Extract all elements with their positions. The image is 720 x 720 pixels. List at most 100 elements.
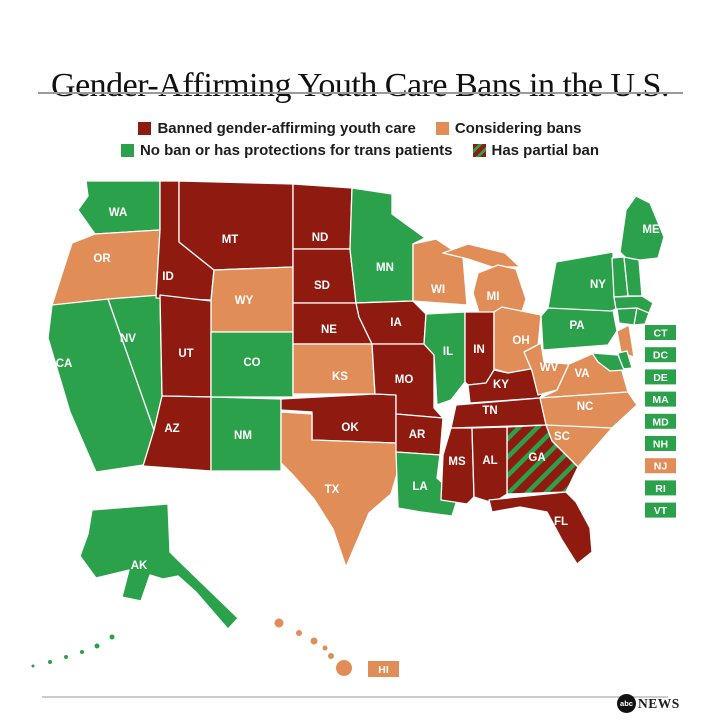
side-list-box-nj <box>645 458 676 474</box>
state-ak-island <box>64 655 68 659</box>
legend: Banned gender-affirming youth care Consi… <box>0 117 720 161</box>
banned-swatch-icon <box>138 121 152 135</box>
side-list-box-md <box>645 413 676 429</box>
state-label-mn: MN <box>376 262 394 274</box>
legend-item-banned: Banned gender-affirming youth care <box>138 121 416 136</box>
state-label-az: AZ <box>164 423 179 435</box>
state-hi-island <box>322 645 328 651</box>
state-mi <box>472 264 527 319</box>
side-list-label-vt: VT <box>654 505 668 517</box>
state-label-ky: KY <box>493 379 509 391</box>
legend-label: Has partial ban <box>491 141 600 159</box>
state-label-la: LA <box>412 481 427 493</box>
news-wordmark: NEWS <box>638 695 680 711</box>
state-sd <box>292 248 357 304</box>
state-label-co: CO <box>243 357 260 369</box>
side-list-box-ri <box>645 480 676 496</box>
state-label-id: ID <box>162 271 174 283</box>
state-ut <box>159 294 212 398</box>
side-list-label-ma: MA <box>652 394 669 406</box>
state-label-me: ME <box>642 224 660 236</box>
state-label-ca: CA <box>56 358 73 370</box>
side-list-box-vt <box>645 502 676 518</box>
state-label-ne: NE <box>321 324 337 336</box>
state-label-ar: AR <box>409 429 426 441</box>
state-label-ia: IA <box>390 317 402 329</box>
considering-swatch-icon <box>435 121 449 135</box>
state-label-tx: TX <box>325 484 340 496</box>
state-label-ok: OK <box>341 422 359 434</box>
state-label-nc: NC <box>577 401 594 413</box>
state-label-tn: TN <box>482 405 497 417</box>
state-label-mt: MT <box>222 234 239 246</box>
state-label-mo: MO <box>395 374 414 386</box>
state-label-sd: SD <box>314 280 330 292</box>
states-group <box>31 180 665 677</box>
state-ak-island <box>94 643 100 649</box>
state-nj <box>616 324 635 358</box>
title-underline <box>38 92 683 94</box>
side-list-label-ri: RI <box>655 483 666 495</box>
side-list-box-de <box>645 369 676 385</box>
abc-news-logo: abc NEWS <box>617 694 680 713</box>
state-label-oh: OH <box>512 335 529 347</box>
state-ak-island <box>48 660 52 664</box>
state-label-al: AL <box>482 455 497 467</box>
state-label-wy: WY <box>235 295 254 307</box>
state-ak <box>79 503 239 630</box>
state-label-in: IN <box>473 344 485 356</box>
partial-ban-swatch-icon <box>472 143 486 157</box>
state-ak-island <box>31 664 35 668</box>
state-label-ak: AK <box>131 560 148 572</box>
state-hi-island <box>336 660 352 676</box>
state-tx <box>280 411 400 568</box>
legend-item-no-ban: No ban or has protections for trans pati… <box>120 141 453 159</box>
legend-row-1: Banned gender-affirming youth care Consi… <box>0 117 720 139</box>
state-fl <box>488 491 593 565</box>
state-label-sc: SC <box>554 431 570 443</box>
state-label-pa: PA <box>569 320 584 332</box>
side-list-label-nj: NJ <box>654 461 668 473</box>
legend-row-2: No ban or has protections for trans pati… <box>0 139 720 161</box>
state-hi-label-box <box>368 661 399 677</box>
side-list-box-dc <box>645 347 676 363</box>
side-list-label-nh: NH <box>653 439 668 451</box>
legend-item-considering: Considering bans <box>435 119 582 137</box>
state-hi-island <box>328 653 334 659</box>
state-label-ms: MS <box>448 456 466 468</box>
state-label-ks: KS <box>332 371 348 383</box>
state-label-ut: UT <box>178 348 193 360</box>
state-az <box>142 395 212 472</box>
state-label-ny: NY <box>590 279 606 291</box>
small-states-side-list: CT DC DE MA MD NH NJ RI VT <box>645 325 676 518</box>
state-label-il: IL <box>443 346 453 358</box>
state-ak-island <box>109 634 115 640</box>
side-list-box-ct <box>645 325 676 340</box>
legend-label: No ban or has protections for trans pati… <box>139 141 453 159</box>
side-list-box-ma <box>645 391 676 407</box>
state-md <box>591 352 625 372</box>
page-title: Gender-Affirming Youth Care Bans in the … <box>51 66 669 104</box>
state-mi <box>442 243 521 268</box>
footer-divider <box>42 696 668 698</box>
no-ban-swatch-icon <box>120 143 134 157</box>
state-ks <box>292 343 376 395</box>
legend-label: Considering bans <box>454 119 582 137</box>
state-label-fl: FL <box>554 516 568 528</box>
abc-logo-icon: abc <box>617 694 636 713</box>
side-list-label-de: DE <box>653 372 668 384</box>
state-label-nm: NM <box>234 430 252 442</box>
state-label-va: VA <box>574 368 589 380</box>
state-label-nv: NV <box>120 333 136 345</box>
state-label-wa: WA <box>109 207 128 219</box>
state-hi-island <box>274 618 284 628</box>
state-label-mi: MI <box>487 291 500 303</box>
state-label-ga: GA <box>528 452 545 464</box>
state-label-wi: WI <box>431 284 445 296</box>
side-list-label-md: MD <box>652 416 669 428</box>
side-list-box-nh <box>645 436 676 451</box>
state-ri <box>633 307 650 326</box>
state-ak-island <box>80 650 84 654</box>
state-hi-island <box>296 630 302 636</box>
state-label-wv: WV <box>540 362 559 374</box>
